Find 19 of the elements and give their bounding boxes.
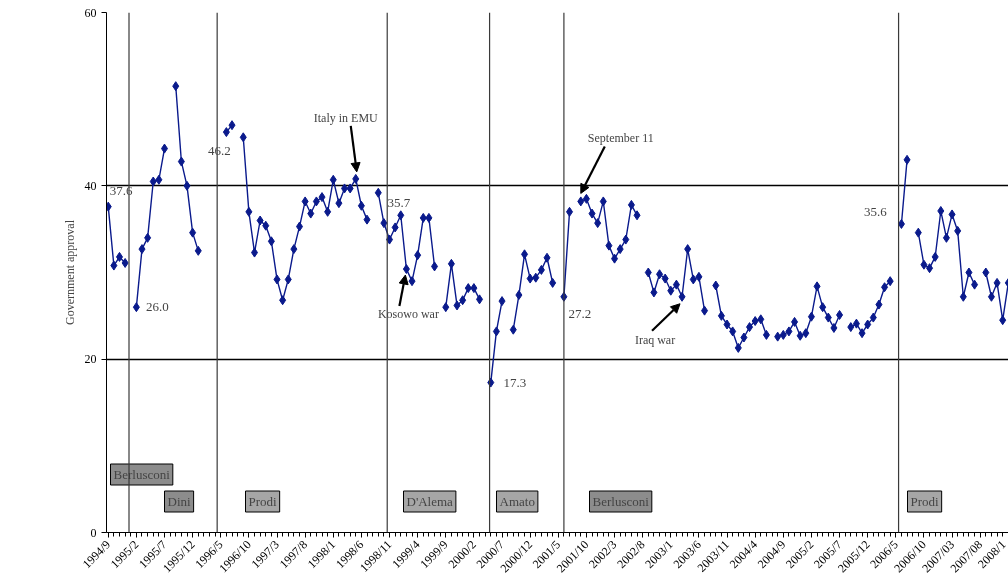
annotation: Iraq war xyxy=(634,332,676,347)
y-tick-label: 60 xyxy=(84,5,97,20)
data-label: 27.2 xyxy=(568,305,592,321)
y-axis-title: Government approval xyxy=(62,219,77,325)
data-label: 17.3 xyxy=(503,374,527,390)
y-tick-label: 20 xyxy=(84,352,97,367)
y-tick-label: 0 xyxy=(90,525,97,540)
annotation: Amato xyxy=(499,494,535,509)
annotation: Italy in EMU xyxy=(313,110,379,125)
data-label: 26.0 xyxy=(146,299,169,315)
data-label: 35.7 xyxy=(387,195,411,211)
y-tick-label: 40 xyxy=(84,178,97,193)
annotation: D'Alema xyxy=(406,494,454,509)
annotation: Prodi xyxy=(910,494,940,509)
annotation: September 11 xyxy=(587,131,654,146)
data-label: 35.6 xyxy=(864,203,888,219)
annotation: Prodi xyxy=(248,494,278,509)
annotation: Berlusconi xyxy=(592,494,650,509)
annotation: Dini xyxy=(167,494,191,509)
